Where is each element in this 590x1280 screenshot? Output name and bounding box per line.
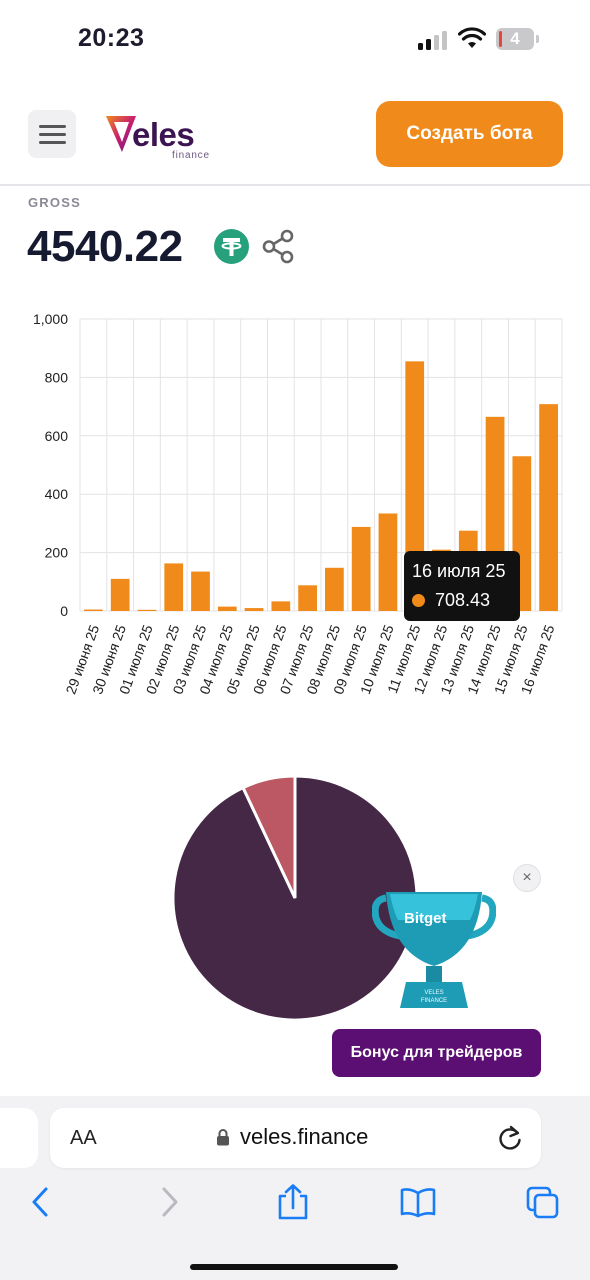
- promo-brand: Bitget: [404, 910, 447, 927]
- chart-tooltip: 16 июля 25 708.43: [404, 551, 520, 621]
- tether-icon: [214, 229, 249, 264]
- bar: [325, 567, 344, 611]
- bar: [191, 571, 210, 611]
- bookmarks-icon[interactable]: [400, 1184, 436, 1220]
- bar: [217, 606, 237, 611]
- y-tick-label: 800: [45, 369, 69, 385]
- logo-v-icon: [106, 116, 136, 152]
- menu-button[interactable]: [28, 110, 76, 158]
- gross-value: 4540.22: [27, 222, 183, 271]
- bar: [271, 601, 291, 611]
- bar: [84, 609, 103, 611]
- logo-subtext: finance: [172, 150, 210, 161]
- browser-toolbar: AA veles.finance: [0, 1096, 590, 1280]
- svg-text:VELES: VELES: [424, 990, 443, 996]
- share-sheet-icon[interactable]: [276, 1184, 310, 1220]
- y-tick-label: 1,000: [33, 311, 68, 327]
- browser-nav-row: [0, 1184, 590, 1224]
- promo-close-button[interactable]: ×: [513, 864, 541, 892]
- tooltip-value: 708.43: [435, 590, 491, 610]
- bitget-trophy-image[interactable]: VELES FINANCE: [372, 880, 496, 1012]
- tooltip-date: 16 июля 25: [412, 561, 506, 581]
- bar: [539, 404, 558, 611]
- battery-level: 4: [510, 29, 520, 48]
- bar: [405, 361, 425, 611]
- url-text[interactable]: veles.finance: [240, 1124, 369, 1149]
- cellular-signal-icon: [418, 30, 450, 50]
- bar: [298, 585, 317, 611]
- reader-settings-button[interactable]: AA: [70, 1127, 97, 1149]
- pie-chart: [172, 774, 418, 1022]
- address-bar[interactable]: AA veles.finance: [50, 1108, 541, 1168]
- lock-icon: [217, 1129, 229, 1146]
- tabs-icon[interactable]: [526, 1184, 560, 1220]
- veles-logo[interactable]: eles finance: [104, 110, 224, 162]
- share-icon[interactable]: [262, 229, 295, 264]
- previous-tab-preview[interactable]: [0, 1108, 38, 1168]
- trader-bonus-button[interactable]: Бонус для трейдеров: [332, 1029, 541, 1077]
- create-bot-button[interactable]: Создать бота: [376, 101, 563, 167]
- svg-text:FINANCE: FINANCE: [421, 998, 447, 1004]
- y-tick-label: 0: [60, 603, 68, 619]
- reload-icon[interactable]: [497, 1124, 523, 1152]
- daily-gross-bar-chart: 0 200 400 600 800 1,000 29 июня 25 30 июня 25 01…: [0, 300, 590, 730]
- wifi-icon: [458, 27, 486, 48]
- tooltip-series-dot: [412, 594, 425, 607]
- pie-slice: [241, 774, 297, 899]
- home-indicator: [190, 1264, 398, 1270]
- site-header: eles finance Создать бота: [0, 80, 590, 186]
- bar: [164, 563, 184, 611]
- gross-label: GROSS: [28, 195, 81, 210]
- y-tick-label: 400: [45, 486, 69, 502]
- bar: [137, 609, 157, 611]
- bar: [244, 608, 264, 611]
- forward-icon[interactable]: [152, 1184, 186, 1220]
- bar: [351, 526, 371, 611]
- logo-text: eles: [132, 116, 195, 153]
- bar: [378, 513, 398, 611]
- bar: [110, 578, 130, 611]
- back-icon[interactable]: [24, 1184, 58, 1220]
- status-bar: 20:23 4: [0, 0, 590, 80]
- battery-icon: 4: [496, 28, 534, 50]
- status-time: 20:23: [78, 24, 145, 52]
- battery-cap: [536, 35, 539, 43]
- y-tick-label: 600: [45, 428, 69, 444]
- y-tick-label: 200: [45, 545, 69, 561]
